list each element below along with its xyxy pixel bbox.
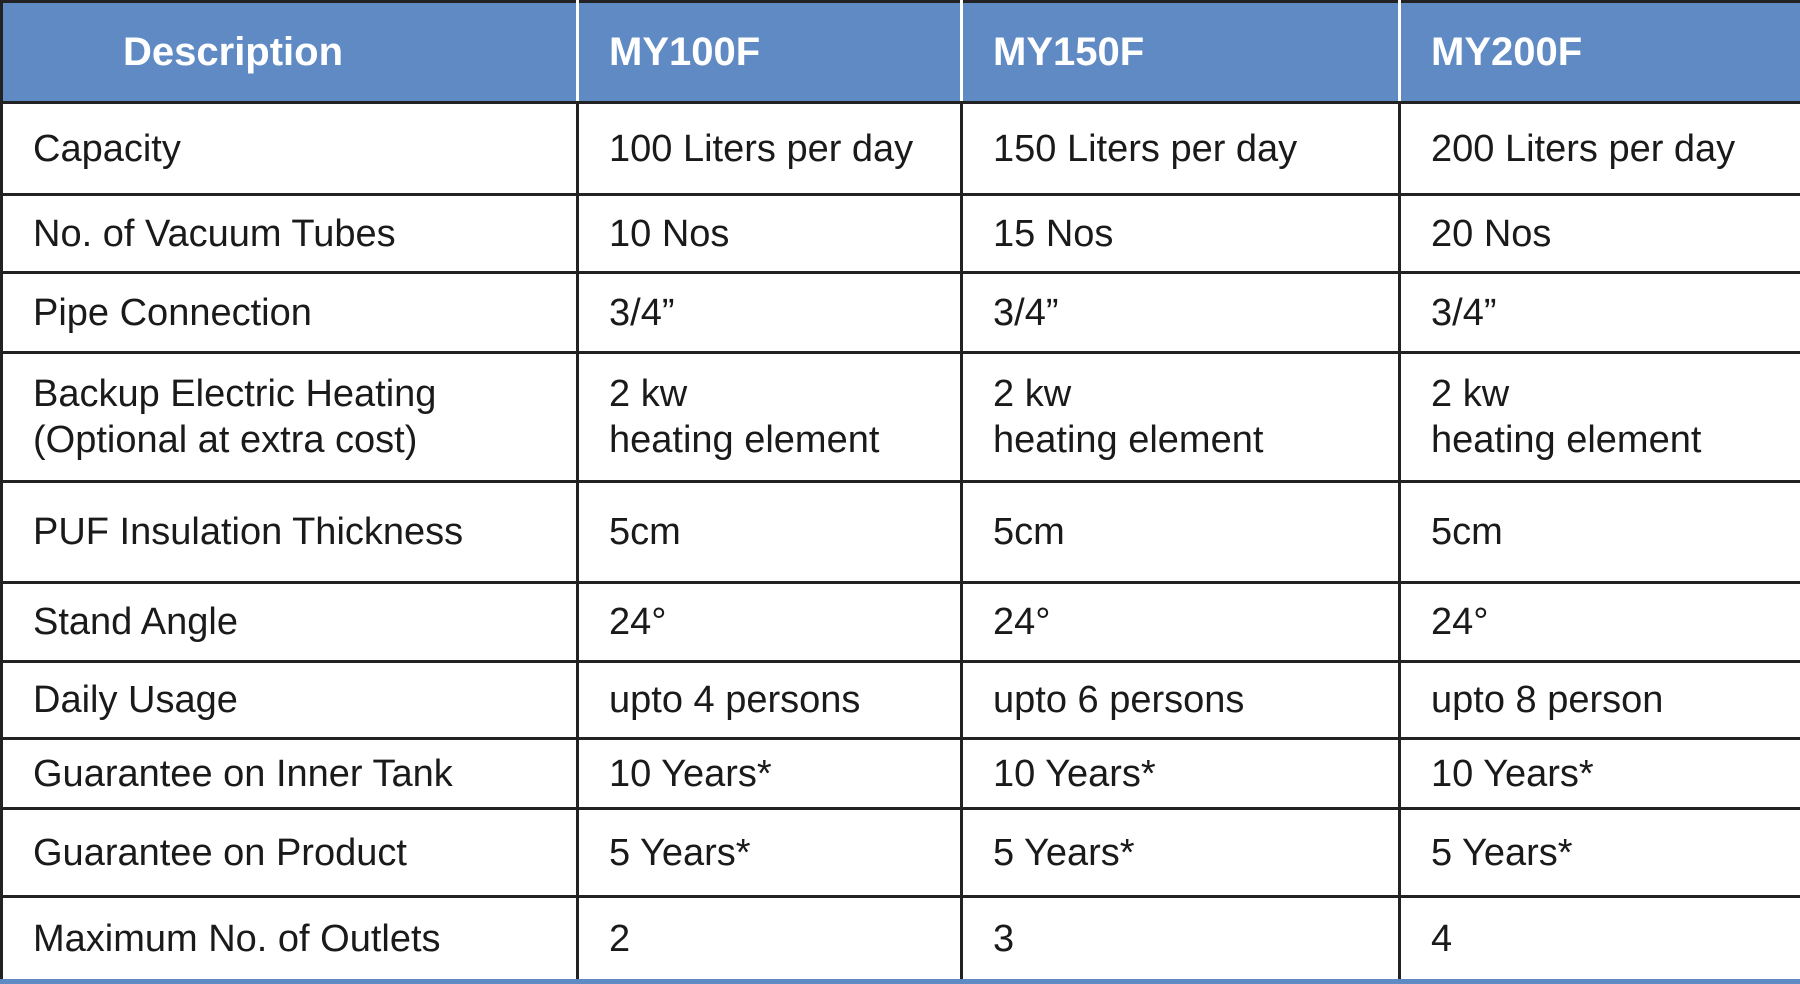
cell: upto 8 person bbox=[1398, 660, 1800, 740]
cell: 3/4” bbox=[576, 271, 963, 354]
row-label: Stand Angle bbox=[0, 581, 579, 663]
header-cell: Description bbox=[0, 0, 579, 104]
cell: 2 bbox=[576, 895, 963, 982]
table-row: Backup Electric Heating (Optional at ext… bbox=[0, 351, 1800, 483]
table-row: Daily Usage upto 4 persons upto 6 persons u… bbox=[0, 660, 1800, 740]
row-label: Maximum No. of Outlets bbox=[0, 895, 579, 982]
cell: 3/4” bbox=[960, 271, 1401, 354]
row-label: PUF Insulation Thickness bbox=[0, 480, 579, 584]
cell: 100 Liters per day bbox=[576, 101, 963, 196]
table-row: Guarantee on Inner Tank 10 Years* 10 Years… bbox=[0, 737, 1800, 810]
bottom-strip bbox=[0, 979, 1800, 984]
row-label: Pipe Connection bbox=[0, 271, 579, 354]
cell: 2 kw heating element bbox=[1398, 351, 1800, 483]
cell: 150 Liters per day bbox=[960, 101, 1401, 196]
cell: 5 Years* bbox=[960, 807, 1401, 898]
table-row: No. of Vacuum Tubes 10 Nos 15 Nos 20 Nos bbox=[0, 193, 1800, 274]
header-cell: MY100F bbox=[576, 0, 963, 104]
header-row: Description MY100F MY150F MY200F bbox=[0, 0, 1800, 104]
cell: 2 kw heating element bbox=[576, 351, 963, 483]
header-cell: MY200F bbox=[1398, 0, 1800, 104]
cell: 5cm bbox=[576, 480, 963, 584]
row-label: Guarantee on Inner Tank bbox=[0, 737, 579, 810]
table-row: PUF Insulation Thickness 5cm 5cm 5cm bbox=[0, 480, 1800, 584]
cell: 200 Liters per day bbox=[1398, 101, 1800, 196]
cell: upto 6 persons bbox=[960, 660, 1401, 740]
table-row: Capacity 100 Liters per day 150 Liters per… bbox=[0, 101, 1800, 196]
cell: 5cm bbox=[960, 480, 1401, 584]
cell: 10 Years* bbox=[960, 737, 1401, 810]
cell: 5 Years* bbox=[576, 807, 963, 898]
cell: 24° bbox=[576, 581, 963, 663]
cell: 15 Nos bbox=[960, 193, 1401, 274]
row-label: Backup Electric Heating (Optional at ext… bbox=[0, 351, 579, 483]
cell: 10 Years* bbox=[576, 737, 963, 810]
table-row: Maximum No. of Outlets 2 3 4 bbox=[0, 895, 1800, 982]
table-row: Guarantee on Product 5 Years* 5 Years* 5 Ye… bbox=[0, 807, 1800, 898]
cell: 3 bbox=[960, 895, 1401, 982]
cell: 10 Years* bbox=[1398, 737, 1800, 810]
row-label: Daily Usage bbox=[0, 660, 579, 740]
cell: 20 Nos bbox=[1398, 193, 1800, 274]
cell: 5 Years* bbox=[1398, 807, 1800, 898]
cell: 2 kw heating element bbox=[960, 351, 1401, 483]
row-label: Capacity bbox=[0, 101, 579, 196]
table-row: Pipe Connection 3/4” 3/4” 3/4” bbox=[0, 271, 1800, 354]
cell: 10 Nos bbox=[576, 193, 963, 274]
cell: 24° bbox=[1398, 581, 1800, 663]
cell: 5cm bbox=[1398, 480, 1800, 584]
cell: 24° bbox=[960, 581, 1401, 663]
table-row: Stand Angle 24° 24° 24° bbox=[0, 581, 1800, 663]
row-label: Guarantee on Product bbox=[0, 807, 579, 898]
cell: 4 bbox=[1398, 895, 1800, 982]
header-cell: MY150F bbox=[960, 0, 1401, 104]
row-label: No. of Vacuum Tubes bbox=[0, 193, 579, 274]
cell: upto 4 persons bbox=[576, 660, 963, 740]
cell: 3/4” bbox=[1398, 271, 1800, 354]
